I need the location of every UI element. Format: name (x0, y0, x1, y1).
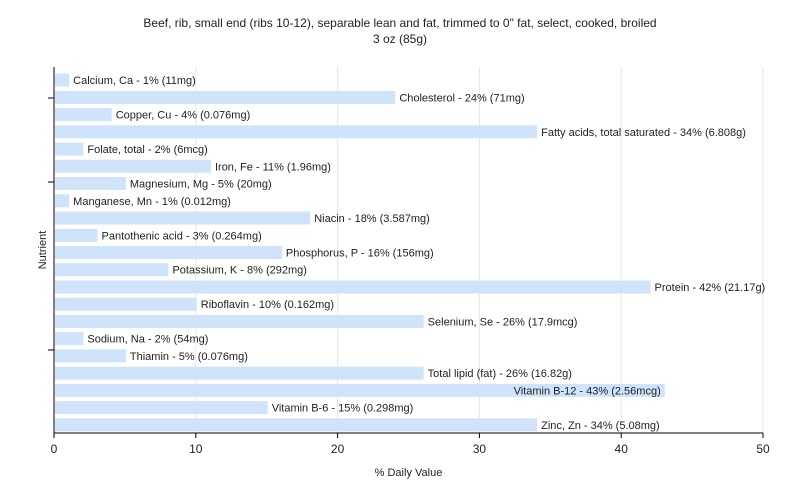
x-axis-title: % Daily Value (375, 467, 443, 479)
bar (55, 228, 98, 242)
bar-label: Calcium, Ca - 1% (11mg) (73, 75, 196, 87)
bar (55, 263, 169, 277)
bar-label: Sodium, Na - 2% (54mg) (87, 334, 208, 346)
bar (55, 108, 112, 122)
bar-label: Total lipid (fat) - 26% (16.82g) (428, 368, 572, 380)
bar (55, 73, 70, 87)
bar-label: Riboflavin - 10% (0.162mg) (201, 299, 334, 311)
x-tick-label: 50 (756, 442, 770, 456)
bar (55, 194, 70, 208)
bar (55, 159, 211, 173)
bar (55, 125, 538, 139)
bar-label: Pantothenic acid - 3% (0.264mg) (102, 230, 262, 242)
bar (55, 383, 665, 397)
bar (55, 366, 424, 380)
bar (55, 246, 282, 259)
bar (55, 177, 126, 190)
bar-label: Vitamin B-12 - 43% (2.56mcg) (514, 385, 661, 397)
bar-label: Niacin - 18% (3.587mg) (314, 213, 430, 225)
bar-label: Selenium, Se - 26% (17.9mcg) (428, 317, 578, 329)
bar-label: Phosphorus, P - 16% (156mg) (286, 248, 434, 260)
bar-label: Magnesium, Mg - 5% (20mg) (130, 179, 272, 191)
bar-label: Fatty acids, total saturated - 34% (6.80… (541, 127, 746, 139)
bar-label: Folate, total - 2% (6mcg) (87, 144, 207, 156)
chart-subtitle: 3 oz (85g) (372, 32, 428, 46)
bar-label: Iron, Fe - 11% (1.96mg) (215, 161, 331, 173)
x-tick-label: 40 (615, 442, 629, 456)
bar (55, 280, 651, 294)
chart-title: Beef, rib, small end (ribs 10-12), separ… (143, 16, 657, 30)
x-tick-label: 0 (51, 442, 58, 456)
bars (55, 73, 665, 432)
chart-title-block: Beef, rib, small end (ribs 10-12), separ… (0, 15, 800, 47)
bar (55, 349, 126, 363)
bar-labels: Calcium, Ca - 1% (11mg) Cholesterol - 24%… (73, 75, 765, 432)
bar-label: Manganese, Mn - 1% (0.012mg) (73, 196, 231, 208)
bar (55, 211, 311, 225)
bar (55, 315, 424, 328)
bar (55, 418, 538, 432)
bar (55, 297, 197, 311)
bar-label: Potassium, K - 8% (292mg) (172, 265, 307, 277)
bar-label: Cholesterol - 24% (71mg) (399, 92, 524, 104)
bar-label: Thiamin - 5% (0.076mg) (130, 351, 248, 363)
bar (55, 401, 268, 415)
axes: 0 10 20 30 40 50 (48, 67, 770, 456)
x-tick-label: 10 (189, 442, 203, 456)
bar-label: Zinc, Zn - 34% (5.08mg) (541, 420, 660, 432)
y-axis-title: Nutrient (37, 231, 49, 270)
bar-label: Copper, Cu - 4% (0.076mg) (116, 110, 251, 122)
bar (55, 332, 84, 346)
bar-label: Vitamin B-6 - 15% (0.298mg) (272, 403, 414, 415)
x-tick-label: 20 (331, 442, 345, 456)
bar-label: Protein - 42% (21.17g) (655, 282, 766, 294)
bar (55, 90, 396, 104)
x-tick-label: 30 (473, 442, 487, 456)
bar (55, 142, 84, 156)
